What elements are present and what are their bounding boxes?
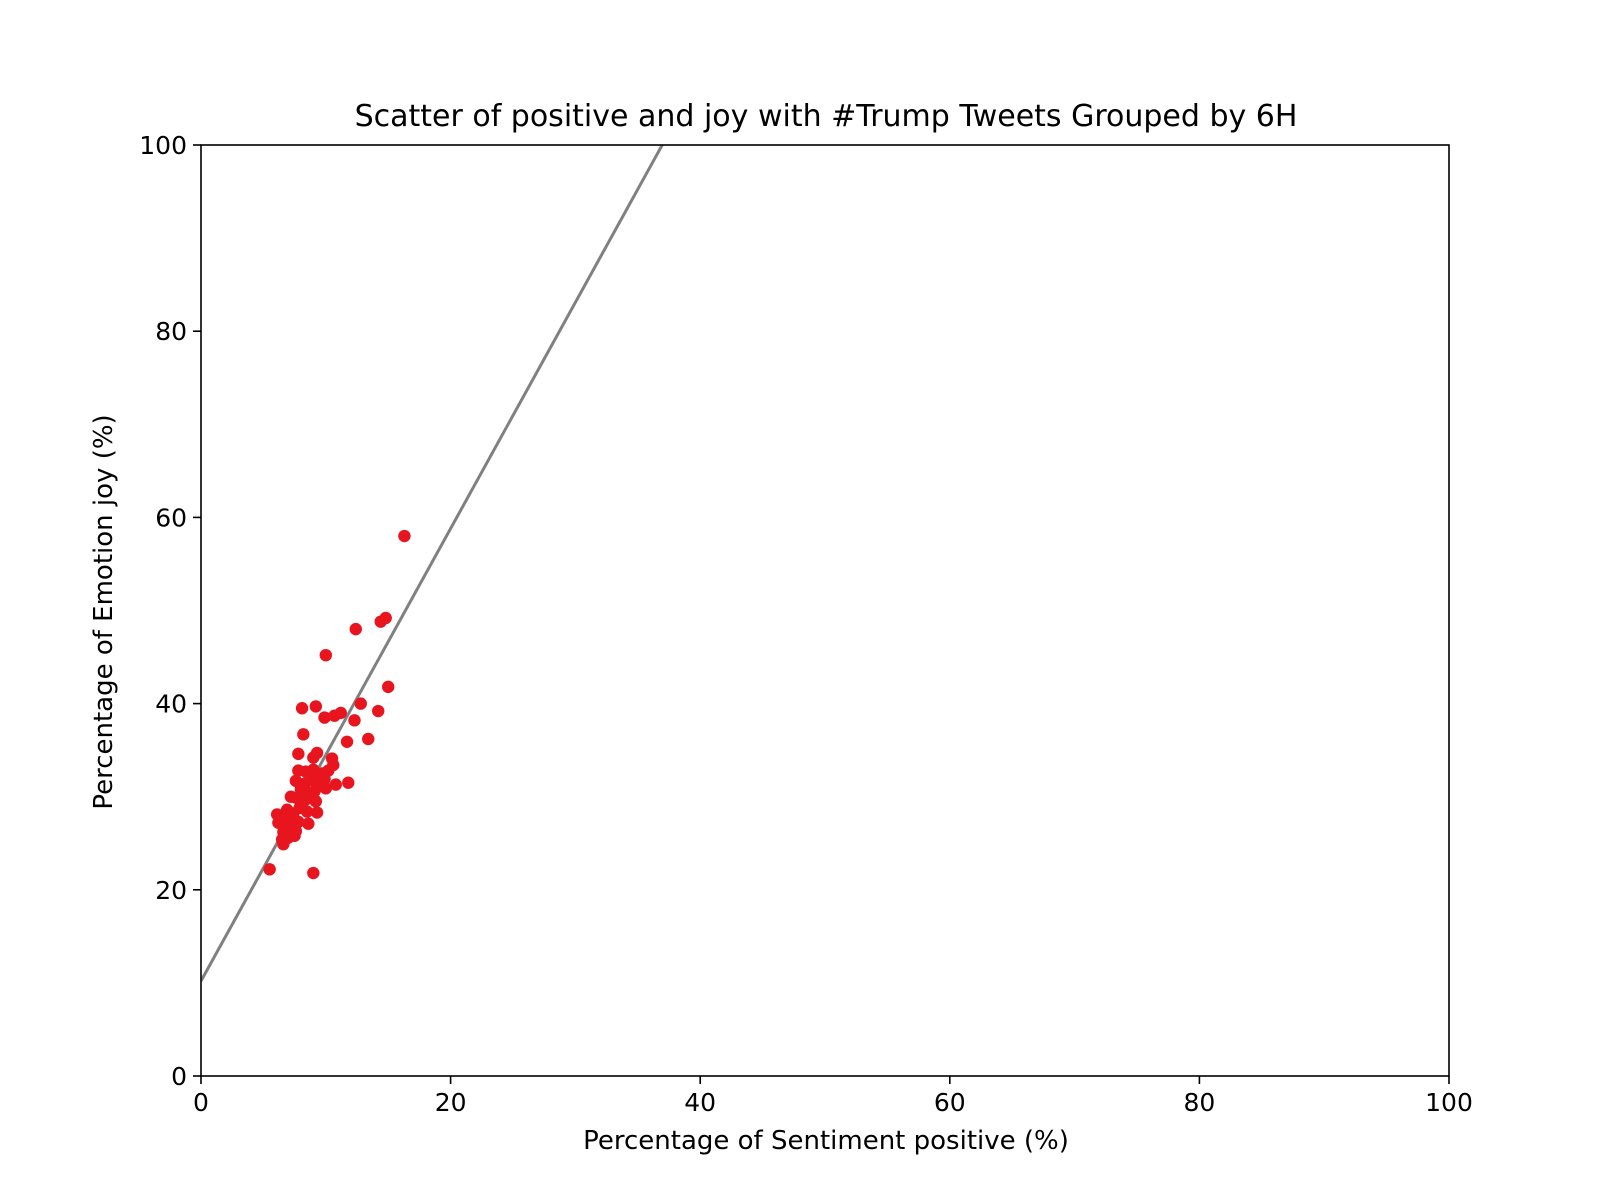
chart-title: Scatter of positive and joy with #Trump … [355,99,1298,134]
data-point [302,817,315,830]
data-point [295,702,309,715]
data-point [398,529,411,543]
data-point [349,622,362,636]
data-point [342,776,355,789]
data-point [309,795,323,808]
data-point [382,680,395,694]
data-point [319,648,332,662]
data-points [263,529,411,880]
data-point [277,837,290,851]
data-point [289,791,303,804]
data-point [334,706,347,720]
x-tick-label: 100 [1425,1088,1473,1117]
data-point [263,863,276,876]
x-tick-label: 0 [193,1088,209,1117]
data-point [318,772,331,786]
x-tick-label: 20 [435,1088,467,1117]
x-tick-label: 60 [934,1088,966,1117]
data-point [319,782,332,795]
y-tick-label: 80 [155,317,187,346]
y-axis-label: Percentage of Emotion joy (%) [89,414,119,809]
data-point [307,866,320,880]
y-tick-label: 60 [155,503,187,532]
x-tick-label: 40 [684,1088,716,1117]
data-point [288,829,301,843]
data-point [310,746,324,760]
y-tick-label: 0 [171,1062,187,1091]
data-point [340,735,354,748]
data-point [300,805,314,818]
data-point [318,711,331,724]
data-point [308,784,321,798]
axes: 0 20 40 60 80 100 0 20 40 60 80 100 [139,131,1473,1117]
data-point [372,704,385,718]
data-point [297,728,310,741]
plot-frame [200,144,1450,1077]
data-point [292,747,305,761]
data-point [329,778,342,791]
data-point [354,697,367,710]
trend-line-group [201,145,664,982]
data-point [379,611,392,625]
y-tick-label: 20 [155,876,187,905]
trend-line [201,145,664,982]
y-tick-label: 40 [155,690,187,719]
data-point [309,700,323,713]
y-tick-label: 100 [139,131,187,160]
x-tick-label: 80 [1183,1088,1215,1117]
data-point [362,732,375,746]
x-axis-label: Percentage of Sentiment positive (%) [583,1126,1069,1156]
data-point [348,714,361,727]
data-point [310,806,324,819]
